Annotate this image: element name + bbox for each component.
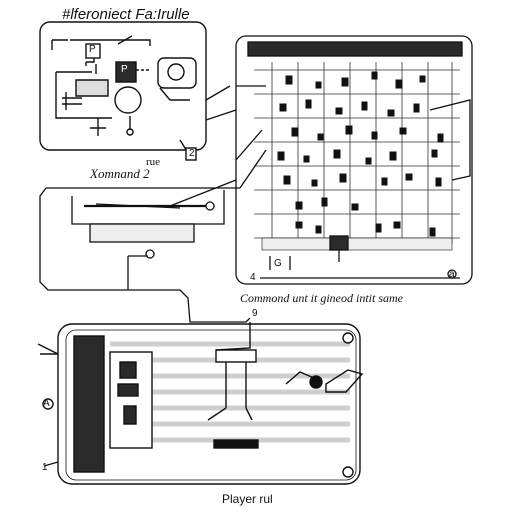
grid-left-tag: 4 — [250, 272, 256, 283]
left-caption-suffix: rue — [146, 156, 161, 168]
left-tag: 2 — [189, 148, 195, 159]
grid-right-tag: a — [449, 269, 455, 280]
bottom-caption: Player rul — [222, 492, 273, 506]
bottom-left-tag: 1 — [42, 462, 48, 473]
title-label: #lferoniect Fa:Irulle — [62, 6, 190, 23]
grid-caption: Commond unt it gineod intit same — [240, 291, 403, 305]
mid-connector-tag: 9 — [252, 308, 258, 319]
left-caption: Xomnand 2 — [90, 166, 150, 181]
bottom-panel — [37, 322, 364, 485]
schematic-panel-top-left — [39, 21, 237, 161]
grid-mid-tag: G — [274, 258, 282, 269]
tl-box-marker-b: P — [121, 64, 128, 75]
side-letter: A — [43, 398, 50, 409]
mid-left-panel — [39, 149, 267, 323]
grid-components — [277, 71, 444, 237]
tl-box-marker: P — [89, 44, 96, 55]
grid-panel — [235, 35, 473, 285]
